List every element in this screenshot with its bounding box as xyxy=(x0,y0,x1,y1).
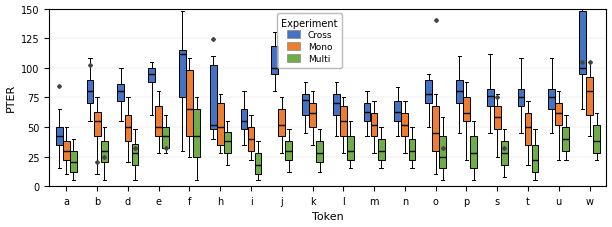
PathPatch shape xyxy=(562,127,569,151)
PathPatch shape xyxy=(56,127,62,145)
PathPatch shape xyxy=(148,69,155,83)
PathPatch shape xyxy=(224,132,231,153)
PathPatch shape xyxy=(302,94,309,116)
PathPatch shape xyxy=(524,113,531,145)
Legend: Cross, Mono, Multi: Cross, Mono, Multi xyxy=(277,14,342,68)
PathPatch shape xyxy=(162,127,169,149)
PathPatch shape xyxy=(179,51,186,98)
PathPatch shape xyxy=(285,142,293,160)
PathPatch shape xyxy=(579,12,586,74)
PathPatch shape xyxy=(271,47,278,74)
X-axis label: Token: Token xyxy=(312,212,344,222)
PathPatch shape xyxy=(432,106,439,151)
PathPatch shape xyxy=(340,106,347,137)
PathPatch shape xyxy=(333,94,340,116)
PathPatch shape xyxy=(378,139,384,160)
Y-axis label: PTER: PTER xyxy=(6,84,15,112)
PathPatch shape xyxy=(518,90,524,106)
PathPatch shape xyxy=(316,142,323,163)
PathPatch shape xyxy=(70,151,77,172)
PathPatch shape xyxy=(155,106,162,137)
PathPatch shape xyxy=(586,78,593,116)
PathPatch shape xyxy=(439,137,446,169)
PathPatch shape xyxy=(118,85,124,101)
PathPatch shape xyxy=(394,101,401,121)
PathPatch shape xyxy=(555,104,562,125)
PathPatch shape xyxy=(364,104,370,121)
PathPatch shape xyxy=(193,110,200,157)
PathPatch shape xyxy=(501,142,508,165)
PathPatch shape xyxy=(132,144,138,165)
PathPatch shape xyxy=(347,137,354,160)
PathPatch shape xyxy=(487,90,493,106)
PathPatch shape xyxy=(532,145,539,172)
PathPatch shape xyxy=(494,106,501,130)
PathPatch shape xyxy=(248,127,255,151)
PathPatch shape xyxy=(401,113,408,137)
PathPatch shape xyxy=(371,113,378,137)
PathPatch shape xyxy=(63,142,70,160)
PathPatch shape xyxy=(255,153,261,175)
PathPatch shape xyxy=(217,104,223,145)
PathPatch shape xyxy=(210,66,217,130)
PathPatch shape xyxy=(278,110,285,137)
PathPatch shape xyxy=(241,110,247,130)
PathPatch shape xyxy=(101,142,108,163)
PathPatch shape xyxy=(593,125,600,153)
PathPatch shape xyxy=(463,98,470,121)
PathPatch shape xyxy=(456,80,463,104)
PathPatch shape xyxy=(425,80,432,104)
PathPatch shape xyxy=(548,90,555,110)
PathPatch shape xyxy=(409,139,416,160)
PathPatch shape xyxy=(125,116,132,142)
PathPatch shape xyxy=(309,104,316,127)
PathPatch shape xyxy=(470,137,477,169)
PathPatch shape xyxy=(94,112,100,137)
PathPatch shape xyxy=(186,71,193,137)
PathPatch shape xyxy=(87,80,94,104)
